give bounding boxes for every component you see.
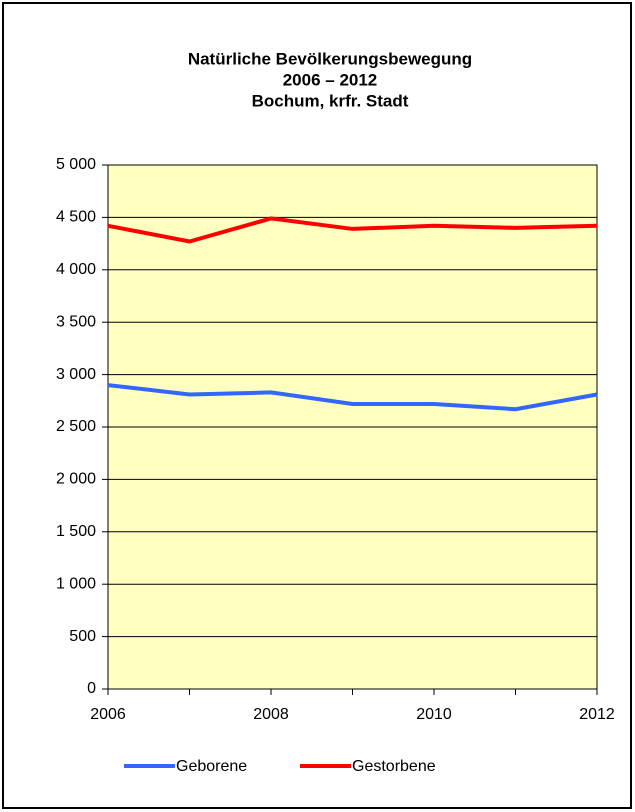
chart-title: Natürliche Bevölkerungsbewegung — [188, 49, 472, 68]
x-tick-label: 2010 — [416, 706, 452, 723]
legend-label: Gestorbene — [352, 758, 436, 775]
x-tick-label: 2012 — [579, 706, 615, 723]
x-tick-label: 2008 — [253, 706, 289, 723]
y-tick-label: 3 000 — [56, 366, 96, 383]
y-tick-label: 4 500 — [56, 209, 96, 226]
y-tick-label: 1 500 — [56, 523, 96, 540]
y-tick-label: 2 500 — [56, 418, 96, 435]
legend-label: Geborene — [176, 758, 247, 775]
series-line — [107, 383, 598, 412]
x-tick-label: 2006 — [90, 706, 126, 723]
y-tick-label: 2 000 — [56, 471, 96, 488]
y-tick-label: 1 000 — [56, 575, 96, 592]
y-tick-label: 4 000 — [56, 261, 96, 278]
chart-title: 2006 – 2012 — [283, 70, 378, 89]
series-line — [107, 216, 598, 244]
y-tick-label: 5 000 — [56, 156, 96, 173]
y-tick-label: 0 — [87, 680, 96, 697]
y-tick-label: 3 500 — [56, 313, 96, 330]
chart-title: Bochum, krfr. Stadt — [252, 91, 409, 110]
y-tick-label: 500 — [69, 628, 96, 645]
